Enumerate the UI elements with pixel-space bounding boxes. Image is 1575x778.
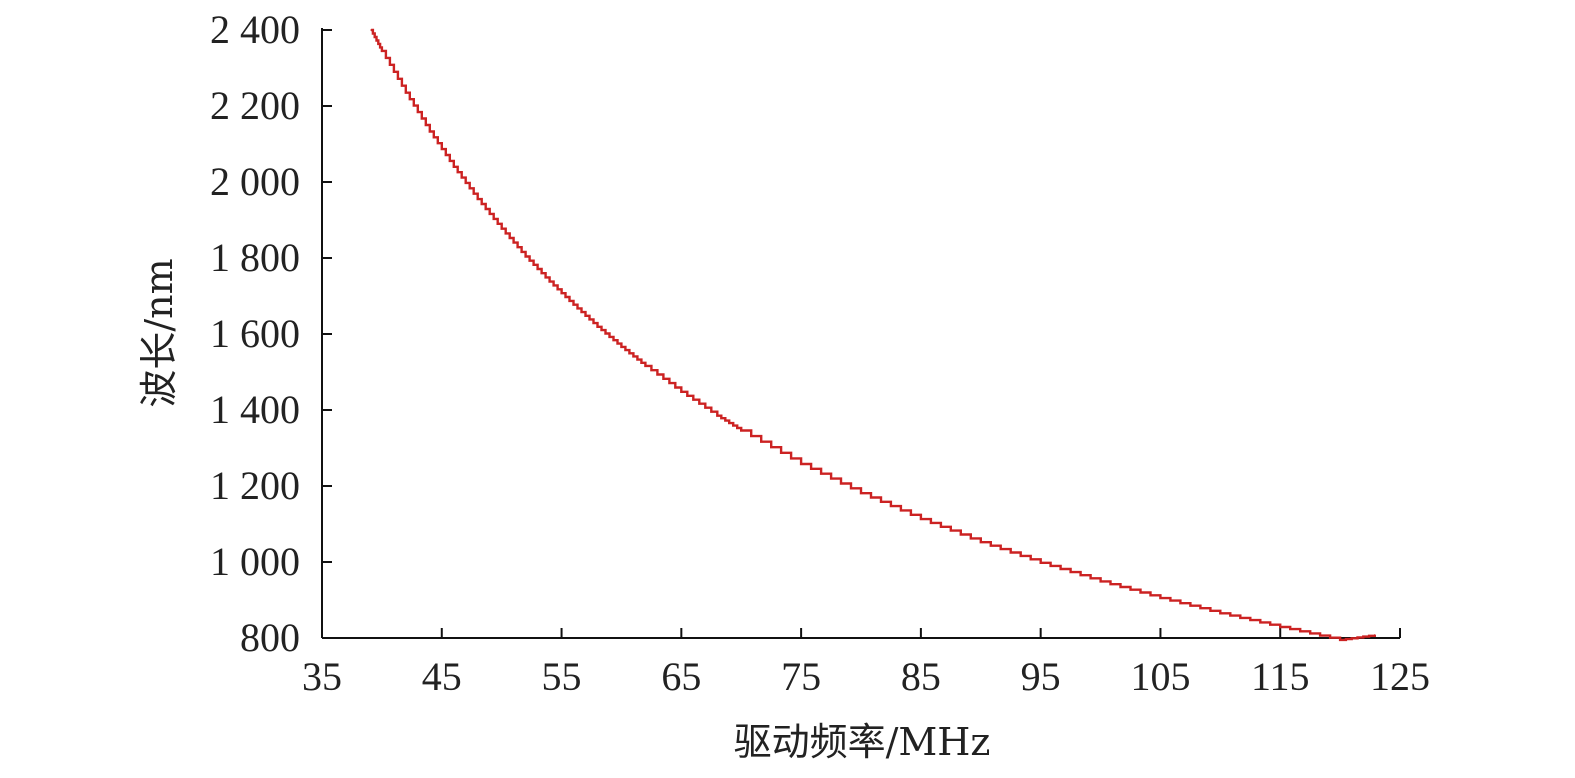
data-point xyxy=(500,227,503,230)
data-point xyxy=(405,91,407,94)
series-layer xyxy=(370,28,1376,642)
y-tick-label: 800 xyxy=(240,615,300,660)
data-point xyxy=(1159,597,1162,599)
data-point xyxy=(572,303,575,306)
y-tick-label: 2 400 xyxy=(210,7,300,52)
data-point xyxy=(370,29,372,31)
x-tick-label: 65 xyxy=(661,654,701,699)
data-point xyxy=(548,280,551,283)
data-point xyxy=(716,414,719,417)
data-point xyxy=(476,198,479,200)
y-tick-label: 1 000 xyxy=(210,539,300,584)
data-point xyxy=(920,518,922,520)
x-tick-label: 55 xyxy=(542,654,582,699)
x-tick-label: 35 xyxy=(302,654,342,699)
data-point xyxy=(860,492,862,495)
y-tick-label: 1 800 xyxy=(210,235,300,280)
x-tick-label: 95 xyxy=(1021,654,1061,699)
data-point xyxy=(381,50,383,52)
x-tick-label: 105 xyxy=(1130,654,1190,699)
data-point xyxy=(524,255,527,258)
y-axis-title: 波长/nm xyxy=(137,258,181,407)
data-point xyxy=(1039,561,1042,564)
data-point xyxy=(644,365,647,367)
x-axis-title: 驱动频率/MHz xyxy=(734,720,991,764)
x-tick-label: 75 xyxy=(781,654,821,699)
x-tick-label: 45 xyxy=(422,654,462,699)
y-tick-label: 1 400 xyxy=(210,387,300,432)
y-tick-label: 1 600 xyxy=(210,311,300,356)
data-point xyxy=(1339,639,1341,641)
data-point xyxy=(452,166,455,168)
data-point xyxy=(740,429,743,432)
data-point xyxy=(596,325,599,328)
data-point xyxy=(979,541,982,544)
data-point xyxy=(1374,634,1376,636)
data-point xyxy=(1219,612,1222,615)
data-point xyxy=(680,390,683,393)
data-point xyxy=(429,130,431,133)
data-point xyxy=(1279,626,1282,628)
series-line xyxy=(371,28,1376,642)
y-tick-label: 2 000 xyxy=(210,159,300,204)
y-axis-ticks: 800 1 000 1 200 1 400 1 600 1 800 2 000 2 200 2 … xyxy=(210,7,332,660)
data-point xyxy=(800,463,802,465)
y-tick-label: 2 200 xyxy=(210,83,300,128)
plot-area: 800 1 000 1 200 1 400 1 600 1 800 2 000 2 200 2 … xyxy=(210,7,1430,699)
x-tick-label: 125 xyxy=(1370,654,1430,699)
data-point xyxy=(620,346,623,348)
data-point xyxy=(1099,580,1102,583)
x-axis-ticks: 35 45 55 65 75 85 95 105 115 125 xyxy=(302,628,1430,699)
y-tick-label: 1 200 xyxy=(210,463,300,508)
x-tick-label: 115 xyxy=(1251,654,1310,699)
x-tick-label: 85 xyxy=(901,654,941,699)
